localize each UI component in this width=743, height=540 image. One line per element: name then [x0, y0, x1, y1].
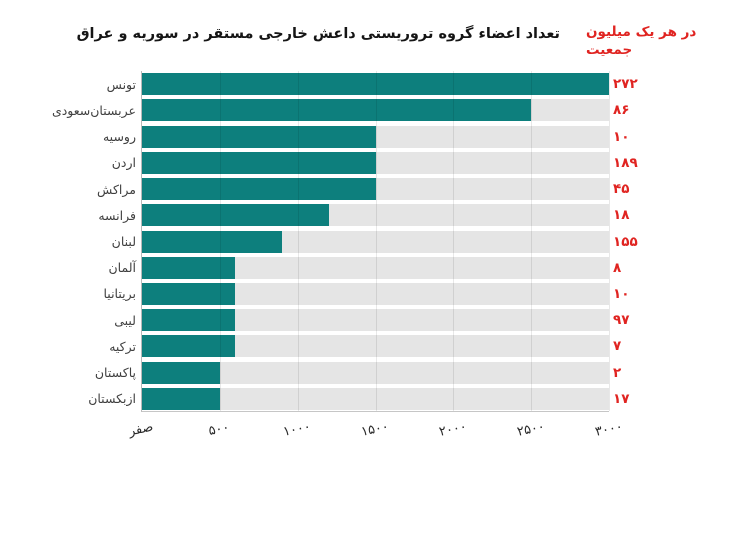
- gridline: [375, 71, 377, 411]
- x-tick-label: صفر: [127, 419, 155, 440]
- bar-8: [142, 282, 236, 305]
- bar-row: [142, 230, 609, 253]
- annotation-line-2: جمعیت: [586, 42, 633, 58]
- x-tick-label: ۳۰۰۰: [593, 419, 625, 440]
- country-label-text: آلمان: [108, 260, 137, 276]
- bar-7: [142, 256, 236, 279]
- per-million-value: ۱۰: [613, 128, 630, 145]
- per-million-value: ۴۵: [613, 181, 630, 198]
- country-label-text: تونس: [106, 76, 136, 92]
- bar-row: [142, 335, 609, 358]
- country-label-text: لبنان: [111, 234, 136, 249]
- per-million-value: ۱۷: [613, 390, 630, 407]
- country-label-text: لیبی: [114, 312, 136, 328]
- country-label-text: فرانسه: [98, 207, 136, 223]
- per-million-value: ۱۵۵: [613, 233, 638, 250]
- bar-row: [142, 73, 609, 96]
- per-million-value: ۹۷: [613, 312, 630, 329]
- country-label-text: عربستان‌سعودی: [51, 102, 136, 118]
- bar-12: [142, 387, 220, 410]
- bar-0: [142, 73, 609, 96]
- country-label: اردن: [0, 152, 136, 174]
- bar-5: [142, 204, 329, 227]
- country-label-text: پاکستان: [94, 365, 136, 381]
- country-label-text: مراکش: [97, 181, 136, 197]
- bar-row: [142, 282, 609, 305]
- country-label: مراکش: [0, 178, 136, 200]
- per-million-value: ۷: [613, 338, 622, 355]
- annotation-line-1: در هر یک میلیون: [586, 24, 697, 40]
- chart-title: تعداد اعضاء گروه تروریستی داعش خارجی مست…: [76, 26, 560, 42]
- gridline: [219, 71, 221, 411]
- bar-track: [142, 256, 609, 279]
- bar-row: [142, 361, 609, 384]
- country-label-text: ازبکستان: [88, 391, 136, 407]
- per-million-value: ۲۷۲: [613, 76, 638, 93]
- country-label: عربستان‌سعودی: [0, 99, 136, 121]
- bar-6: [142, 230, 283, 253]
- bar-row: [142, 125, 609, 148]
- bar-2: [142, 125, 376, 148]
- per-million-values-column: ۲۷۲ ۸۶ ۱۰ ۱۸۹ ۴۵ ۱۸ ۱۵۵ ۸ ۱۰ ۹۷ ۷ ۲ ۱۷: [613, 71, 683, 412]
- bar-10: [142, 335, 236, 358]
- bar-row: [142, 256, 609, 279]
- country-label: ترکیه: [0, 335, 136, 357]
- bar-row: [142, 151, 609, 174]
- gridline: [453, 71, 455, 411]
- x-tick-label: ۱۵۰۰: [359, 419, 391, 440]
- per-million-value: ۸: [613, 259, 622, 276]
- per-million-value: ۲: [613, 364, 622, 381]
- per-million-value: ۱۸۹: [613, 154, 638, 171]
- country-label: ازبکستان: [0, 388, 136, 410]
- bar-4: [142, 178, 376, 201]
- bar-1: [142, 99, 532, 122]
- bar-row: [142, 309, 609, 332]
- bar-row: [142, 204, 609, 227]
- country-label-text: روسیه: [102, 129, 136, 145]
- country-label: آلمان: [0, 257, 137, 279]
- plot-area: [141, 71, 610, 412]
- country-label: لیبی: [0, 309, 136, 331]
- country-label: بریتانیا: [0, 283, 137, 305]
- bar-track: [142, 387, 609, 410]
- x-tick-label: ۲۰۰۰: [437, 419, 469, 440]
- country-labels-column: تونس عربستان‌سعودی روسیه اردن مراکش فرانسه لبن…: [0, 71, 136, 412]
- country-label: تونس: [0, 73, 136, 95]
- country-label: لبنان: [0, 231, 136, 253]
- per-million-value: ۸۶: [613, 102, 630, 119]
- bar-track: [142, 309, 609, 332]
- bar-track: [142, 361, 609, 384]
- bar-track: [142, 335, 609, 358]
- x-tick-label: ۱۰۰۰: [281, 419, 313, 440]
- bar-row: [142, 387, 609, 410]
- gridline: [531, 71, 533, 411]
- x-tick-label: ۲۵۰۰: [515, 419, 547, 440]
- x-tick-label: ۵۰۰: [207, 419, 231, 440]
- country-label-text: بریتانیا: [103, 286, 137, 302]
- gridline: [297, 71, 299, 411]
- bar-3: [142, 151, 376, 174]
- country-label: روسیه: [0, 126, 136, 148]
- country-label: پاکستان: [0, 362, 136, 384]
- x-axis: صفر ۵۰۰ ۱۰۰۰ ۱۵۰۰ ۲۰۰۰ ۲۵۰۰ ۳۰۰۰: [0, 412, 743, 452]
- per-million-value: ۱۰: [613, 285, 630, 302]
- country-label-text: اردن: [111, 155, 136, 171]
- bar-track: [142, 282, 609, 305]
- gridline: [609, 71, 610, 411]
- country-label-text: ترکیه: [109, 338, 136, 354]
- per-million-value: ۱۸: [613, 207, 630, 224]
- bar-row: [142, 99, 609, 122]
- country-label: فرانسه: [0, 204, 136, 226]
- per-million-annotation: در هر یک میلیون جمعیت: [586, 23, 698, 59]
- bar-11: [142, 361, 220, 384]
- bar-row: [142, 178, 609, 201]
- bar-9: [142, 309, 236, 332]
